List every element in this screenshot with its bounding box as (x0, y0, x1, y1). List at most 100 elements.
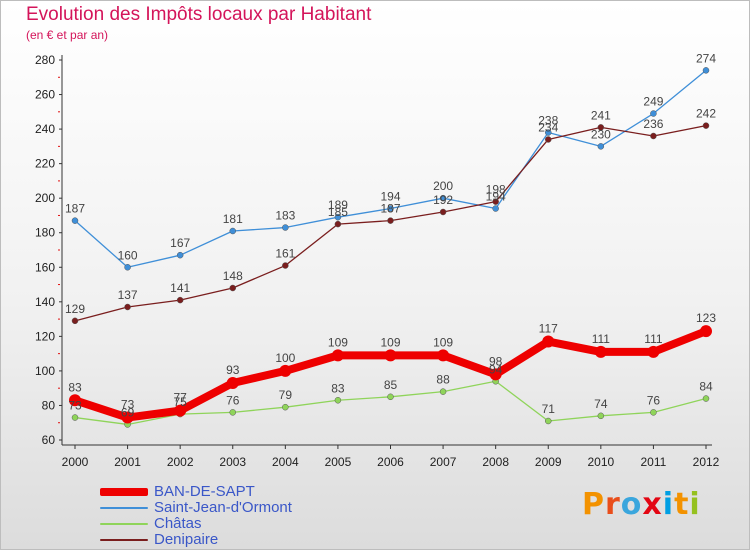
data-label: 73 (121, 398, 135, 412)
data-label: 242 (696, 107, 716, 121)
data-label: 100 (275, 351, 295, 365)
y-tick-label: 240 (35, 122, 55, 136)
legend-swatch (100, 539, 148, 541)
y-tick-label: 280 (35, 53, 55, 67)
data-point (545, 417, 552, 425)
data-point (387, 393, 394, 401)
data-point (331, 349, 344, 362)
y-tick-label: 80 (42, 398, 56, 412)
legend-swatch (100, 507, 148, 509)
data-label: 129 (65, 302, 85, 316)
data-label: 238 (538, 114, 558, 128)
data-point (279, 364, 292, 377)
data-label: 83 (68, 380, 82, 394)
data-point (647, 345, 660, 358)
data-point (176, 251, 184, 259)
y-tick-label: 160 (35, 260, 55, 274)
data-label: 189 (328, 198, 348, 212)
data-label: 161 (275, 247, 295, 261)
data-label: 236 (643, 117, 663, 131)
data-point (174, 404, 187, 417)
legend-label: Saint-Jean-d'Ormont (154, 499, 292, 516)
data-label: 194 (486, 190, 506, 204)
data-label: 137 (118, 288, 138, 302)
data-point (700, 325, 712, 338)
data-label: 185 (328, 205, 348, 219)
data-point (437, 349, 450, 362)
x-tick-label: 2004 (272, 455, 299, 469)
data-label: 73 (68, 399, 82, 413)
data-point (489, 368, 502, 381)
x-tick-label: 2012 (693, 455, 720, 469)
data-point (229, 284, 236, 292)
data-point (650, 409, 657, 416)
data-point (334, 220, 342, 228)
data-label: 274 (696, 51, 716, 65)
data-label: 192 (433, 193, 453, 207)
data-label: 111 (644, 332, 663, 346)
data-label: 241 (591, 108, 611, 122)
data-label: 111 (592, 332, 611, 346)
data-label: 200 (433, 179, 453, 193)
data-point (71, 217, 79, 224)
data-label: 109 (380, 335, 400, 349)
y-tick-label: 120 (35, 329, 55, 343)
data-point (439, 208, 447, 216)
chart-title: Evolution des Impôts locaux par Habitant (26, 4, 372, 25)
x-tick-label: 2007 (430, 455, 457, 469)
y-tick-label: 100 (35, 364, 55, 378)
legend-label: BAN-DE-SAPT (154, 483, 255, 500)
data-point (387, 205, 394, 212)
data-label: 187 (65, 202, 85, 216)
data-label: 74 (594, 397, 608, 411)
data-label: 85 (384, 378, 398, 392)
legend-label: Châtas (154, 515, 202, 532)
x-tick-label: 2005 (325, 455, 352, 469)
data-label: 75 (173, 395, 187, 409)
x-tick-label: 2001 (114, 455, 141, 469)
y-tick-label: 220 (35, 157, 55, 171)
data-label: 77 (173, 391, 187, 405)
data-point (597, 124, 605, 131)
data-point (71, 317, 79, 325)
data-point (282, 403, 289, 411)
data-label: 230 (591, 127, 611, 141)
data-point (71, 414, 79, 421)
x-tick-label: 2008 (482, 455, 509, 469)
data-point (387, 217, 394, 224)
data-label: 88 (436, 373, 450, 387)
data-label: 76 (226, 393, 240, 407)
data-point (545, 136, 552, 143)
data-label: 123 (696, 311, 716, 325)
data-point (121, 411, 134, 424)
data-label: 83 (331, 381, 345, 395)
data-point (384, 349, 397, 362)
data-label: 93 (226, 363, 240, 377)
data-point (229, 409, 236, 416)
data-point (492, 198, 499, 205)
data-point (124, 264, 131, 271)
data-point (124, 303, 131, 311)
data-label: 98 (489, 354, 503, 368)
data-point (702, 395, 710, 402)
data-point (650, 132, 657, 140)
data-point (176, 296, 184, 304)
data-label: 141 (170, 281, 190, 295)
y-tick-label: 200 (35, 191, 55, 205)
x-tick-label: 2006 (377, 455, 404, 469)
x-tick-label: 2003 (219, 455, 246, 469)
x-tick-label: 2011 (641, 455, 667, 469)
data-point (542, 335, 555, 348)
data-label: 167 (170, 236, 190, 250)
x-tick-label: 2009 (535, 455, 562, 469)
data-point (650, 110, 657, 117)
data-point (439, 194, 447, 202)
data-label: 69 (121, 405, 135, 419)
data-point (702, 67, 710, 74)
data-label: 234 (538, 120, 558, 134)
data-point (69, 394, 81, 407)
data-label: 183 (275, 209, 295, 223)
y-tick-label: 180 (35, 226, 55, 240)
legend-label: Denipaire (154, 531, 219, 548)
